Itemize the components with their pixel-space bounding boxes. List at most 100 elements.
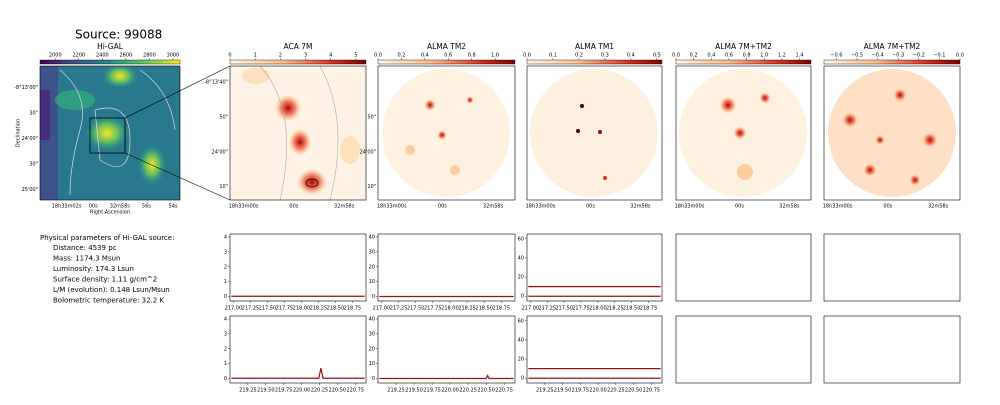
x-tick-label: 220.00 [293, 388, 311, 394]
x-tick-label: 217.75 [572, 306, 590, 312]
colorbar-tick-label: 0.0 [672, 53, 680, 59]
x-tick-label: 219.50 [257, 388, 275, 394]
alma-maps [377, 65, 961, 201]
x-tick-label: 18h33m00s [823, 204, 853, 210]
x-tick-label: 217.00 [225, 306, 243, 312]
frame [229, 65, 367, 201]
colorbar-tick-label: −0.2 [913, 53, 925, 59]
colorbar-tick-label: −0.6 [830, 53, 842, 59]
y-tick-label: 30" [29, 110, 38, 116]
x-tick-label: 220.75 [495, 388, 513, 394]
x-tick-label: 220.75 [347, 388, 365, 394]
y-tick-label: 3 [224, 249, 227, 255]
x-tick-label: 54s [169, 204, 178, 210]
y-tick-label: 0 [372, 294, 375, 300]
x-tick-label: 219.25 [239, 388, 257, 394]
info-heading: Physical parameters of Hi-GAL source: [40, 234, 174, 242]
colorbar-tick-label: −0.5 [851, 53, 863, 59]
y-tick-label: 10" [219, 184, 228, 190]
y-tick-label: 20 [369, 264, 375, 270]
y-tick-label: 0 [224, 376, 227, 382]
x-tick-label: 220.00 [589, 388, 607, 394]
x-tick-label: 218.50 [475, 306, 493, 312]
higal-map [40, 66, 180, 200]
y-tick-label: 40 [518, 255, 524, 261]
y-tick-label: 1 [224, 361, 227, 367]
x-tick-label: 218.75 [493, 306, 511, 312]
x-tick-label: 219.25 [536, 388, 554, 394]
panel-title: Hi-GAL [97, 42, 124, 51]
x-tick-label: 32m58s [334, 204, 355, 210]
x-tick-label: 217.00 [373, 306, 391, 312]
x-tick-label: 219.50 [554, 388, 572, 394]
colorbar-tick-label: 0.0 [956, 53, 964, 59]
x-tick-label: 219.75 [423, 388, 441, 394]
info-line: L/M (evolution): 0.148 Lsun/Msun [53, 286, 170, 294]
x-tick-label: 32m58s [779, 204, 800, 210]
spectrum-frame [526, 315, 663, 384]
colorbar-tick-label: 5 [354, 53, 357, 59]
y-tick-label: 20 [518, 357, 524, 363]
y-tick-label: 0 [372, 376, 375, 382]
y-tick-label: 10" [367, 184, 376, 190]
x-tick-label: 00s [438, 204, 447, 210]
y-axis-label: Declination [16, 119, 22, 147]
info-line: Bolometric temperature: 32.2 K [53, 297, 164, 305]
x-tick-label: 217.50 [407, 306, 425, 312]
empty-panel [675, 315, 812, 384]
x-tick-label: 32m58s [110, 204, 131, 210]
x-tick-label: 217.00 [522, 306, 540, 312]
x-tick-label: 18h33m00s [526, 204, 556, 210]
x-tick-label: 32m58s [483, 204, 504, 210]
panel-title: ALMA TM1 [575, 42, 614, 51]
colorbar-tick-label: 0 [228, 53, 231, 59]
colorbar-tick-label: 0.4 [627, 53, 635, 59]
y-tick-label: -8°13'40" [204, 80, 228, 86]
x-tick-label: 218.75 [640, 306, 658, 312]
colorbar [229, 59, 367, 65]
x-tick-label: 219.25 [387, 388, 405, 394]
info-line: Mass: 1174.3 Msun [53, 255, 120, 263]
spectrum-frame [229, 315, 367, 384]
colorbar [526, 59, 663, 65]
y-tick-label: 50" [219, 114, 228, 120]
y-tick-label: 30 [369, 249, 375, 255]
x-tick-label: 218.25 [458, 306, 476, 312]
aca-map [230, 66, 366, 200]
x-tick-label: 219.50 [405, 388, 423, 394]
colorbar-tick-label: 3 [304, 53, 307, 59]
colorbar [377, 59, 516, 65]
x-tick-label: 00s [89, 204, 98, 210]
panel-title: ACA 7M [284, 42, 313, 51]
x-tick-label: 217.25 [390, 306, 408, 312]
y-tick-label: 60 [518, 318, 524, 324]
x-tick-label: 00s [735, 204, 744, 210]
x-tick-label: 217.50 [259, 306, 277, 312]
x-tick-label: 220.50 [477, 388, 495, 394]
colorbar-tick-label: −0.3 [892, 53, 904, 59]
colorbar-tick-label: 0.2 [575, 53, 583, 59]
info-line: Surface density: 1.11 g/cm^2 [53, 276, 157, 284]
x-tick-label: 32m58s [928, 204, 949, 210]
y-tick-label: 50" [367, 114, 376, 120]
colorbar-tick-label: −0.1 [933, 53, 945, 59]
x-tick-label: 18h33m02s [52, 204, 82, 210]
x-tick-label: 220.00 [441, 388, 459, 394]
colorbar-tick-label: 0.6 [725, 53, 733, 59]
colorbar-tick-label: 0.1 [549, 53, 557, 59]
x-tick-label: 217.50 [555, 306, 573, 312]
colorbar-tick-label: 4 [329, 53, 332, 59]
colorbar-tick-label: 2800 [143, 53, 156, 59]
x-tick-label: 219.75 [275, 388, 293, 394]
colorbar-tick-label: 1.0 [760, 53, 768, 59]
y-tick-label: 60 [518, 236, 524, 242]
colorbar-tick-label: 0.3 [601, 53, 609, 59]
colorbar-tick-label: 3000 [167, 53, 180, 59]
x-tick-label: 00s [289, 204, 298, 210]
y-tick-label: 24'00" [22, 136, 38, 142]
y-tick-label: 3 [224, 331, 227, 337]
y-tick-label: 2 [224, 346, 227, 352]
x-tick-label: 18h33m00s [377, 204, 407, 210]
empty-panel [675, 233, 812, 302]
